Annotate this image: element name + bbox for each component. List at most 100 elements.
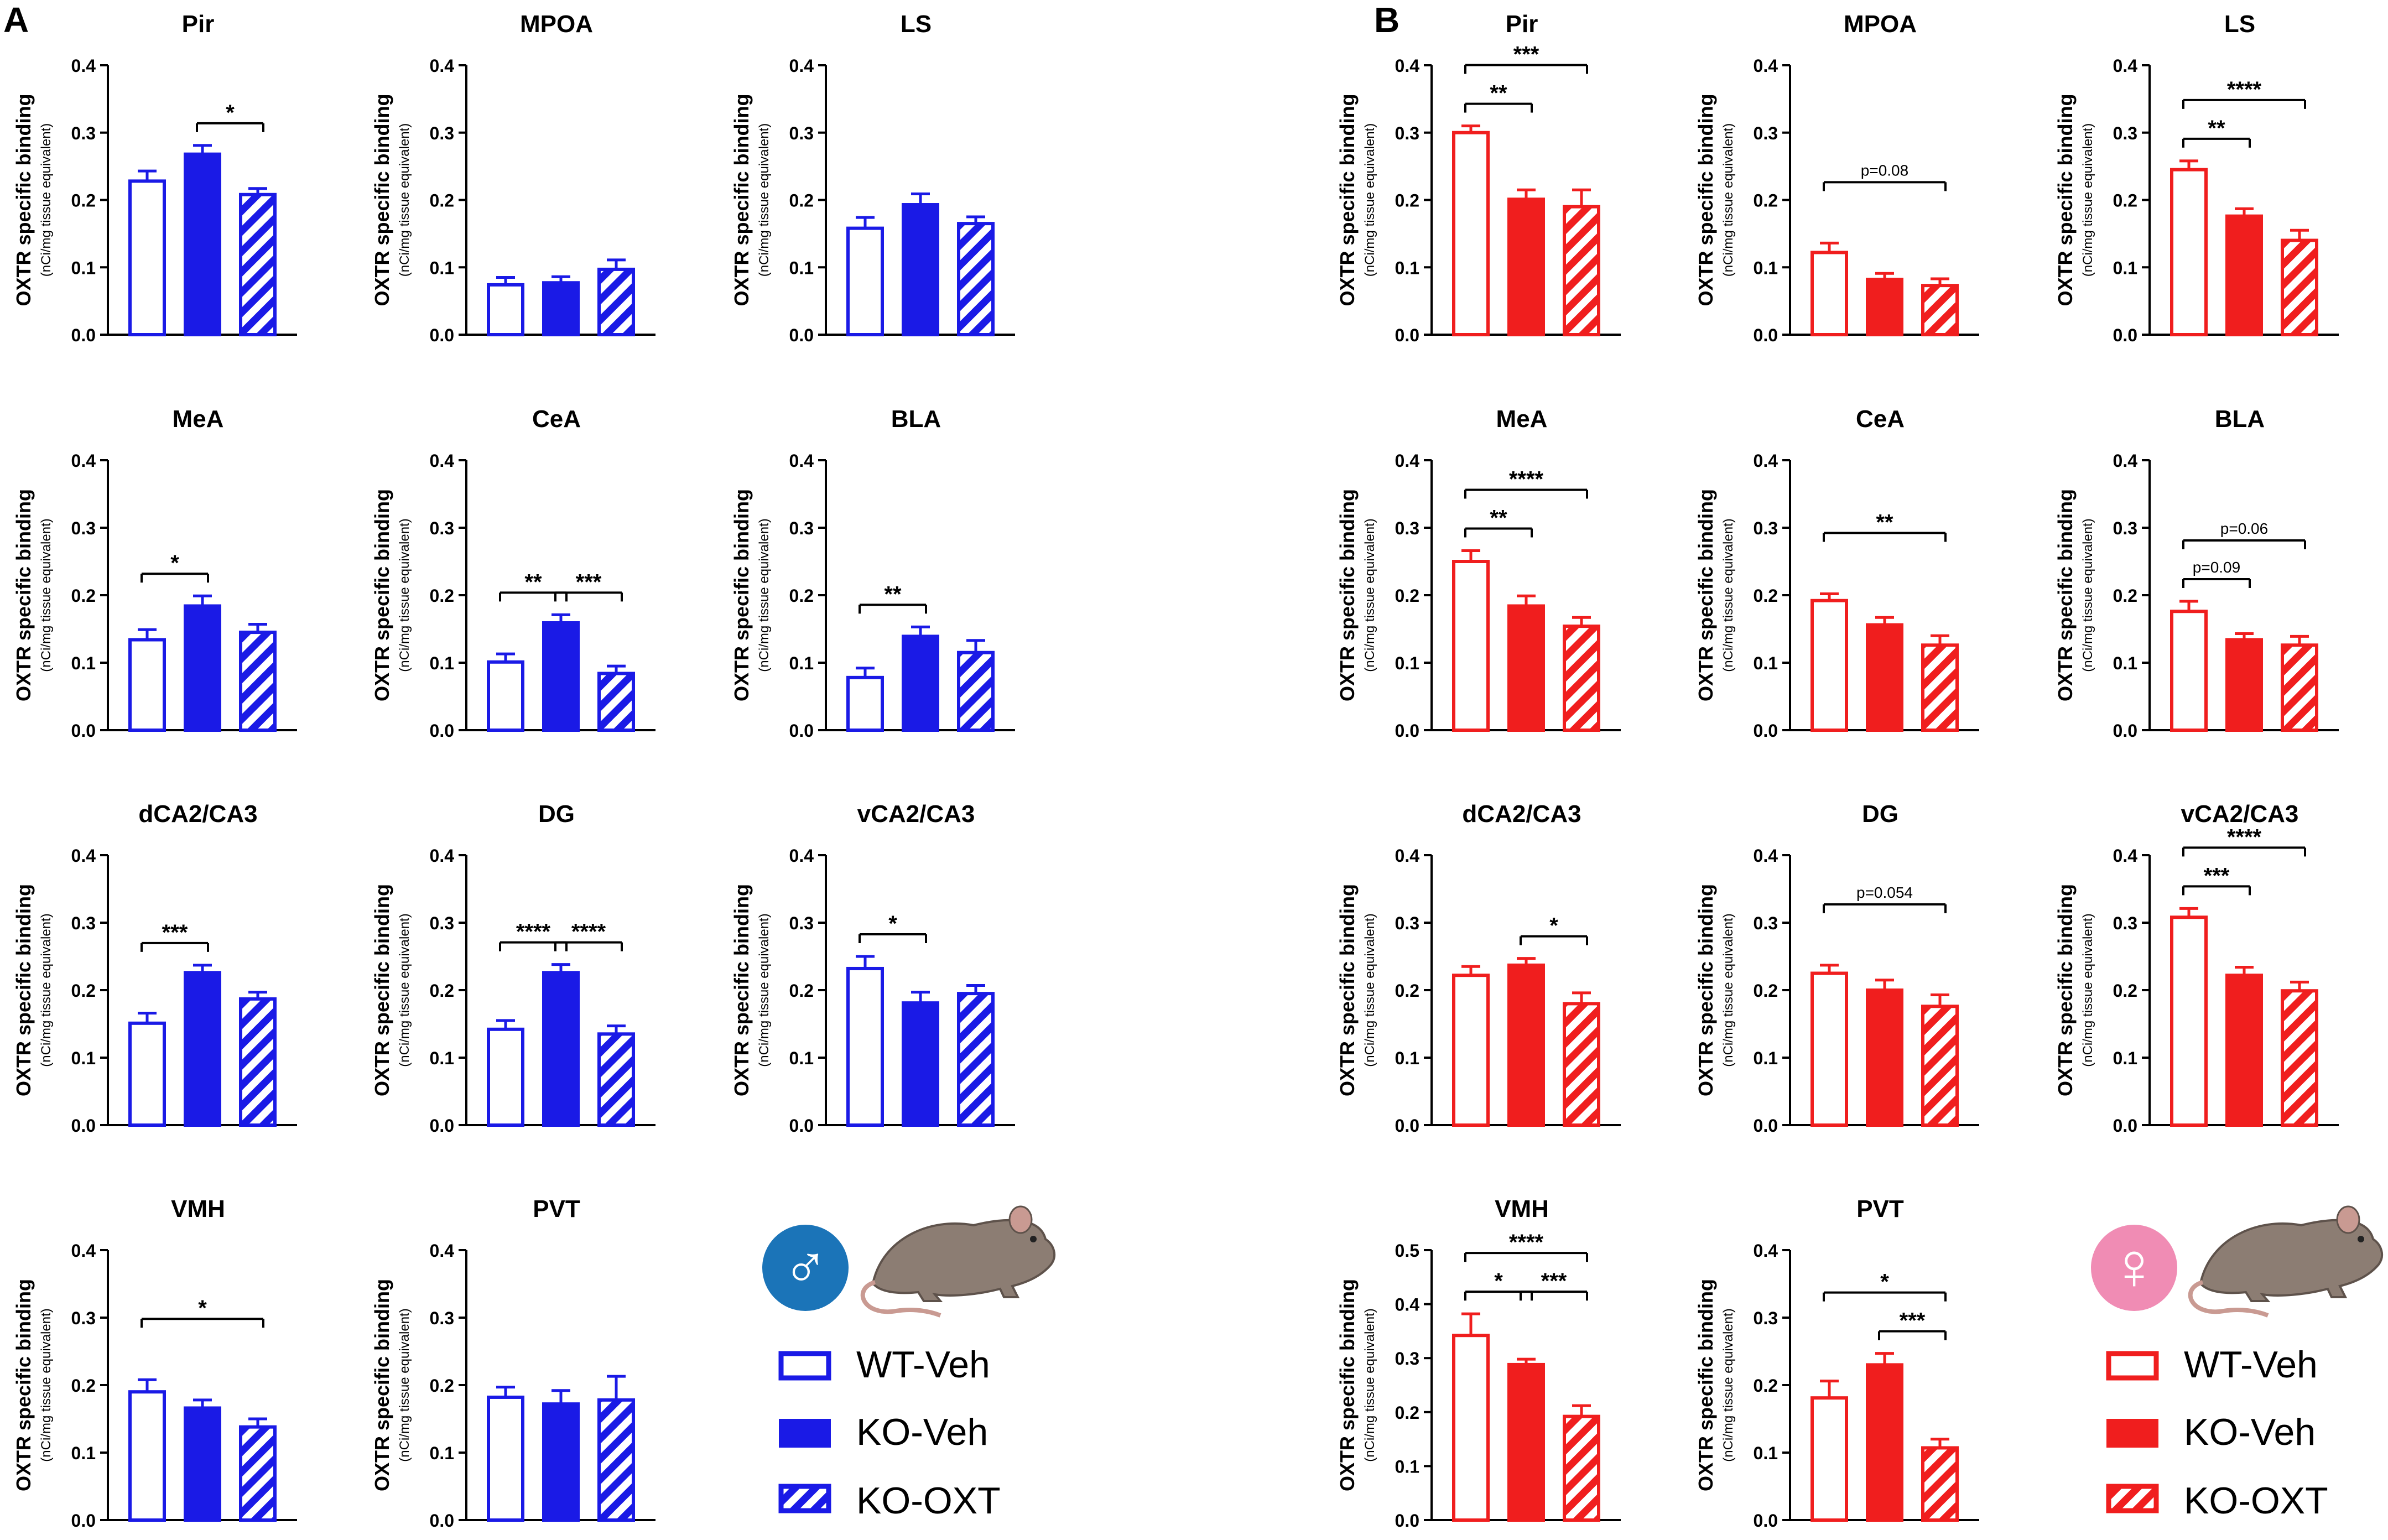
bar-wt-veh — [1452, 131, 1490, 336]
y-tick-label: 0.4 — [71, 451, 96, 471]
chart-title: BLA — [2215, 405, 2265, 433]
bar-ko-oxt — [957, 992, 995, 1127]
y-axis-sublabel: (nCi/mg tissue equivalent) — [757, 123, 772, 277]
y-tick-label: 0.4 — [71, 56, 96, 76]
bar-wt-veh — [1452, 1334, 1490, 1522]
y-axis-sublabel: (nCi/mg tissue equivalent) — [1721, 913, 1736, 1066]
y-axis-label: OXTR specific binding — [730, 93, 753, 306]
comparison-label: **** — [1509, 1230, 1544, 1255]
y-axis-label: OXTR specific binding — [1336, 1279, 1359, 1491]
y-tick-label: 0.0 — [430, 1116, 454, 1136]
y-axis-sublabel: (nCi/mg tissue equivalent) — [1362, 1308, 1377, 1461]
y-axis-label: OXTR specific binding — [1694, 93, 1717, 306]
y-axis-label: OXTR specific binding — [371, 884, 393, 1096]
y-axis-sublabel: (nCi/mg tissue equivalent) — [1362, 123, 1377, 277]
bar-ko-veh — [1507, 963, 1545, 1127]
chart-title: LS — [2224, 11, 2255, 38]
bar-wt-veh — [128, 1390, 166, 1522]
bar-ko-veh — [1507, 604, 1545, 732]
y-tick-label: 0.1 — [71, 653, 96, 673]
y-tick-label: 0.0 — [789, 721, 814, 741]
bar-wt-veh — [1810, 599, 1848, 732]
bar-wt-veh — [1452, 560, 1490, 732]
chart-B-PVT: PVT OXTR specific binding (nCi/mg tissue e… — [1694, 1195, 1979, 1531]
y-tick-label: 0.2 — [1754, 981, 1778, 1001]
chart-title: VMH — [1495, 1195, 1549, 1222]
y-axis-label: OXTR specific binding — [1694, 1279, 1717, 1491]
chart-title: vCA2/CA3 — [857, 800, 975, 828]
y-axis-label: OXTR specific binding — [1336, 93, 1359, 306]
y-tick-label: 0.4 — [2113, 846, 2138, 866]
y-axis-label: OXTR specific binding — [730, 884, 753, 1096]
y-tick-label: 0.1 — [2113, 653, 2137, 673]
comparison-label: * — [198, 1296, 207, 1320]
comparison-label: **** — [571, 920, 606, 944]
y-tick-label: 0.2 — [1395, 586, 1419, 606]
y-tick-label: 0.1 — [1754, 653, 1778, 673]
bar-ko-veh — [1866, 988, 1903, 1127]
legend-female-label-oxt: KO-OXT — [2184, 1480, 2328, 1522]
chart-A-MeA: MeA OXTR specific binding (nCi/mg tissue e… — [12, 405, 297, 741]
y-tick-label: 0.4 — [71, 846, 96, 866]
y-axis-sublabel: (nCi/mg tissue equivalent) — [757, 518, 772, 672]
comparison-label: *** — [2204, 863, 2230, 888]
y-tick-label: 0.1 — [430, 1443, 454, 1463]
y-tick-label: 0.2 — [430, 1376, 454, 1396]
comparison-label: ** — [2208, 116, 2225, 141]
bar-ko-oxt — [597, 1032, 635, 1127]
y-axis-sublabel: (nCi/mg tissue equivalent) — [39, 913, 54, 1066]
y-tick-label: 0.3 — [1754, 518, 1778, 538]
y-tick-label: 0.4 — [430, 846, 455, 866]
y-axis-sublabel: (nCi/mg tissue equivalent) — [1721, 1308, 1736, 1461]
comparison-label: ** — [884, 582, 902, 606]
chart-A-LS: LS OXTR specific binding (nCi/mg tissue eq… — [730, 11, 1015, 345]
bar-ko-veh — [902, 634, 939, 732]
y-tick-label: 0.2 — [430, 586, 454, 606]
y-tick-label: 0.1 — [430, 1048, 454, 1068]
y-tick-label: 0.3 — [71, 913, 96, 933]
y-tick-label: 0.2 — [1395, 191, 1419, 211]
chart-B-CeA: CeA OXTR specific binding (nCi/mg tissue e… — [1694, 405, 1979, 741]
y-axis-sublabel: (nCi/mg tissue equivalent) — [2080, 913, 2095, 1066]
y-tick-label: 0.3 — [1754, 1308, 1778, 1328]
chart-title: DG — [538, 800, 575, 828]
bar-ko-oxt — [1921, 1446, 1959, 1522]
comparison-label: *** — [1513, 43, 1539, 67]
y-axis-label: OXTR specific binding — [371, 489, 393, 701]
chart-title: MeA — [1496, 405, 1548, 433]
y-tick-label: 0.2 — [789, 586, 814, 606]
y-tick-label: 0.3 — [1395, 123, 1419, 143]
y-tick-label: 0.1 — [2113, 258, 2137, 278]
y-tick-label: 0.2 — [430, 981, 454, 1001]
chart-B-dCA2CA3: dCA2/CA3 OXTR specific binding (nCi/mg tis… — [1336, 800, 1621, 1136]
chart-B-Pir: Pir OXTR specific binding (nCi/mg tissue e… — [1336, 11, 1621, 345]
y-axis-label: OXTR specific binding — [371, 1279, 393, 1491]
y-tick-label: 0.4 — [1754, 451, 1778, 471]
y-axis-sublabel: (nCi/mg tissue equivalent) — [39, 123, 54, 277]
y-tick-label: 0.4 — [789, 846, 814, 866]
bar-ko-oxt — [957, 222, 995, 336]
y-tick-label: 0.2 — [430, 191, 454, 211]
y-tick-label: 0.4 — [1754, 1241, 1778, 1261]
y-tick-label: 0.0 — [1395, 721, 1419, 741]
y-axis-label: OXTR specific binding — [1336, 489, 1359, 701]
y-axis-label: OXTR specific binding — [2054, 884, 2077, 1096]
y-axis-label: OXTR specific binding — [1336, 884, 1359, 1096]
bar-wt-veh — [128, 179, 166, 336]
chart-title: VMH — [171, 1195, 225, 1222]
y-tick-label: 0.0 — [430, 1511, 454, 1531]
comparison-label: p=0.054 — [1856, 884, 1913, 901]
legend-male-swatch-wt — [778, 1351, 831, 1381]
y-tick-label: 0.4 — [2113, 56, 2138, 76]
chart-B-vCA2CA3: vCA2/CA3 OXTR specific binding (nCi/mg tis… — [2054, 800, 2339, 1136]
y-axis-sublabel: (nCi/mg tissue equivalent) — [39, 518, 54, 672]
y-tick-label: 0.2 — [71, 586, 96, 606]
y-tick-label: 0.0 — [1395, 1116, 1419, 1136]
bar-ko-oxt — [1563, 625, 1600, 732]
chart-A-CeA: CeA OXTR specific binding (nCi/mg tissue e… — [371, 405, 655, 741]
y-axis-sublabel: (nCi/mg tissue equivalent) — [39, 1308, 54, 1461]
y-tick-label: 0.3 — [2113, 518, 2137, 538]
y-tick-label: 0.2 — [1754, 586, 1778, 606]
y-axis-label: OXTR specific binding — [1694, 884, 1717, 1096]
y-tick-label: 0.3 — [789, 518, 814, 538]
